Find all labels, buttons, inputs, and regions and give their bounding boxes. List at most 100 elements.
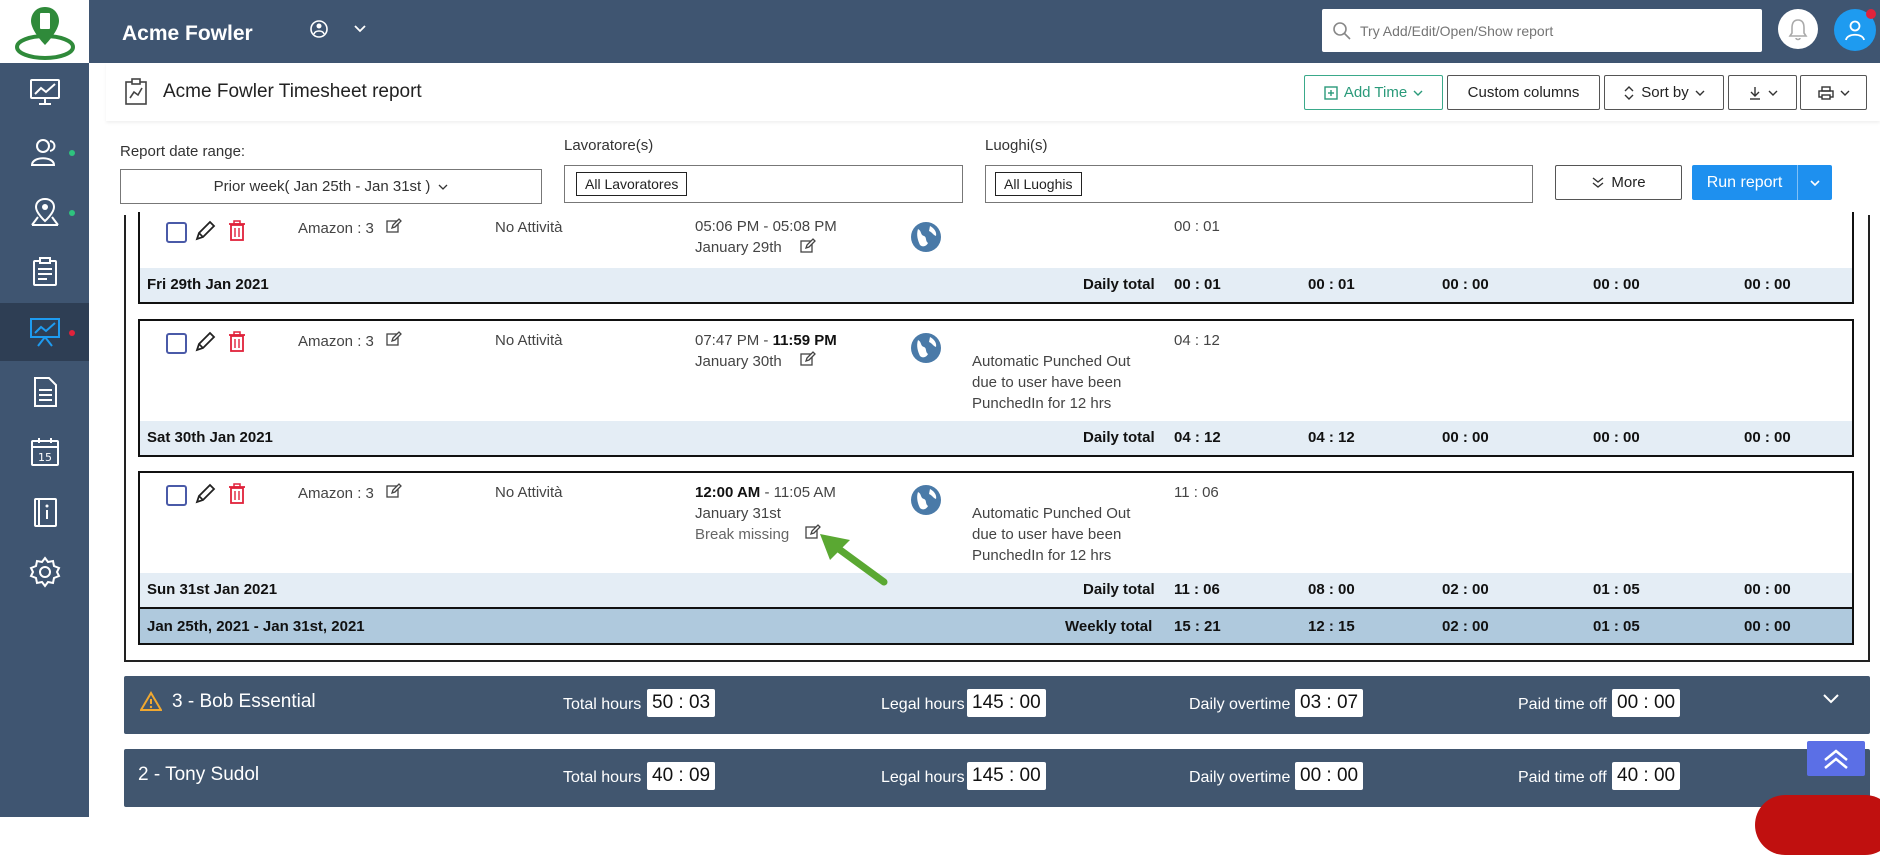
sidebar-item-reports[interactable]: [0, 303, 89, 361]
sort-by-label: Sort by: [1641, 84, 1689, 101]
edit-note-icon[interactable]: [386, 218, 402, 234]
chevron-down-icon[interactable]: [353, 22, 367, 36]
edit-note-icon[interactable]: [800, 351, 816, 367]
entry-job: Amazon : 3: [298, 220, 374, 237]
weekly-total-row: Jan 25th, 2021 - Jan 31st, 2021 Weekly t…: [138, 607, 1854, 645]
workers-label: Lavoratore(s): [564, 137, 654, 154]
daily-total-hours: 11 : 06: [1174, 581, 1220, 598]
employee-row[interactable]: 2 - Tony Sudol Total hours 40 : 09 Legal…: [124, 749, 1870, 807]
entry-time-end: 11:59 PM: [772, 332, 837, 349]
scroll-to-top-button[interactable]: [1807, 741, 1865, 776]
daily-total-pto: 00 : 00: [1744, 581, 1791, 598]
globe-icon[interactable]: [910, 221, 942, 253]
entry-checkbox[interactable]: [166, 333, 187, 354]
document-icon: [33, 377, 57, 407]
entry-date: January 31st: [695, 505, 781, 522]
workers-chip[interactable]: All Lavoratores: [576, 172, 688, 196]
entry-time-range: 07:47 PM - 11:59 PM: [695, 332, 837, 349]
daily-total-hours: 04 : 12: [1174, 429, 1221, 446]
edit-note-icon[interactable]: [805, 524, 821, 540]
run-report-button[interactable]: Run report: [1692, 165, 1832, 200]
daily-total-double: 00 : 00: [1593, 429, 1640, 446]
app-logo[interactable]: [0, 0, 89, 63]
chat-widget-button[interactable]: [1755, 795, 1880, 855]
pencil-icon[interactable]: [194, 331, 216, 353]
entry-date: January 29th: [695, 239, 782, 256]
sidebar-item-locations[interactable]: [0, 183, 89, 241]
legal-hours-label: Legal hours: [881, 769, 965, 786]
sidebar-item-dashboard[interactable]: [0, 63, 89, 121]
sidebar-item-settings[interactable]: [0, 543, 89, 601]
entry-note: Automatic Punched Out due to user have b…: [972, 353, 1131, 412]
date-range-label: Report date range:: [120, 143, 246, 160]
sidebar-item-users[interactable]: [0, 123, 89, 181]
entry-checkbox[interactable]: [166, 485, 187, 506]
sort-icon: [1624, 85, 1634, 100]
day-block-sat: Amazon : 3 No Attività 07:47 PM - 11:59 …: [138, 319, 1854, 457]
employee-name: 2 - Tony Sudol: [138, 764, 260, 785]
run-report-dropdown[interactable]: [1798, 178, 1832, 188]
globe-icon[interactable]: [910, 332, 942, 364]
pencil-icon[interactable]: [194, 483, 216, 505]
logo-map-pin-icon: [14, 6, 75, 60]
daily-total-regular: 04 : 12: [1308, 429, 1355, 446]
chevron-down-icon: [438, 184, 448, 190]
date-range-select[interactable]: Prior week( Jan 25th - Jan 31st ): [120, 169, 542, 204]
entry-time-end: 11:05 AM: [773, 484, 836, 501]
edit-note-icon[interactable]: [800, 238, 816, 254]
sort-by-button[interactable]: Sort by: [1604, 75, 1724, 110]
daily-overtime-value: 03 : 07: [1295, 689, 1364, 717]
search-box[interactable]: [1322, 9, 1762, 52]
notifications-button[interactable]: [1778, 9, 1818, 49]
plus-square-icon: [1324, 85, 1338, 100]
employee-detail-panel: [124, 215, 1870, 662]
legal-hours-value: 145 : 00: [967, 762, 1046, 790]
sidebar-item-help[interactable]: [0, 483, 89, 541]
day-block-fri: Amazon : 3 No Attività 05:06 PM - 05:08 …: [138, 212, 1854, 304]
add-time-label: Add Time: [1343, 84, 1408, 101]
weekly-total-hours: 15 : 21: [1174, 618, 1221, 635]
entry-checkbox[interactable]: [166, 222, 187, 243]
places-chip[interactable]: All Luoghis: [995, 172, 1082, 196]
trash-icon[interactable]: [228, 220, 246, 242]
globe-icon[interactable]: [910, 484, 942, 516]
sidebar-item-timesheets[interactable]: [0, 243, 89, 301]
custom-columns-label: Custom columns: [1467, 84, 1580, 101]
legal-hours-value: 145 : 00: [967, 689, 1046, 717]
double-chevron-down-icon: [1592, 176, 1604, 188]
locations-status-dot: [69, 210, 75, 216]
trash-icon[interactable]: [228, 483, 246, 505]
edit-note-icon[interactable]: [386, 331, 402, 347]
employee-row[interactable]: 3 - Bob Essential Total hours 50 : 03 Le…: [124, 676, 1870, 734]
company-switch-icon[interactable]: [308, 18, 330, 40]
custom-columns-button[interactable]: Custom columns: [1447, 75, 1600, 110]
chevron-down-icon: [1810, 179, 1820, 186]
trash-icon[interactable]: [228, 331, 246, 353]
workers-select[interactable]: [564, 165, 963, 203]
more-filters-button[interactable]: More: [1555, 165, 1682, 200]
sidebar-item-documents[interactable]: [0, 363, 89, 421]
add-time-button[interactable]: Add Time: [1304, 75, 1443, 110]
company-name: Acme Fowler: [122, 22, 253, 45]
entry-time-range: 05:06 PM - 05:08 PM: [695, 218, 837, 235]
search-icon: [1333, 21, 1351, 40]
entry-note: Automatic Punched Out due to user have b…: [972, 505, 1131, 564]
edit-note-icon[interactable]: [386, 483, 402, 499]
total-hours-value: 40 : 09: [647, 762, 716, 790]
chevron-down-icon: [1840, 90, 1849, 96]
reports-chart-icon: [29, 318, 60, 347]
search-input[interactable]: [1360, 22, 1740, 39]
day-block-sun: Amazon : 3 No Attività 12:00 AM - 11:05 …: [138, 471, 1854, 609]
chevron-down-icon[interactable]: [1822, 692, 1840, 706]
sidebar-item-calendar[interactable]: 15: [0, 423, 89, 481]
calendar-day-number: 15: [38, 451, 52, 464]
places-label: Luoghi(s): [985, 137, 1048, 154]
download-button[interactable]: [1728, 75, 1797, 110]
entry-time-start: 05:06 PM: [695, 218, 760, 235]
print-button[interactable]: [1800, 75, 1867, 110]
paid-time-off-value: 00 : 00: [1612, 689, 1681, 717]
weekly-total-overtime: 02 : 00: [1442, 618, 1489, 635]
pencil-icon[interactable]: [194, 220, 216, 242]
daily-total-label: Daily total: [1083, 581, 1155, 598]
daily-total-regular: 08 : 00: [1308, 581, 1355, 598]
